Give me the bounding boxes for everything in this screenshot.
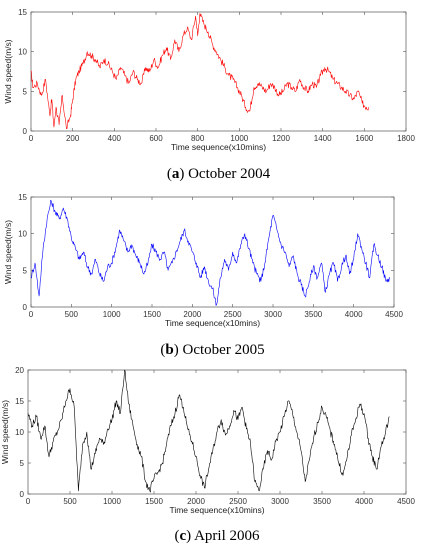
- y-tick-label: 15: [18, 193, 27, 202]
- x-tick-label: 1200: [272, 134, 290, 143]
- x-tick-label: 3500: [313, 497, 331, 506]
- y-tick-label: 20: [15, 366, 24, 375]
- x-tick-label: 1800: [397, 134, 415, 143]
- caption-part: ) October 2004: [179, 166, 270, 182]
- caption-part: a: [172, 166, 180, 182]
- x-tick-label: 2000: [187, 497, 205, 506]
- chart-panel-c: 0 500 1000 1500 2000 2500 3000 3500 4000 4500 0 5 10…: [0, 366, 415, 544]
- y-tick-label: 5: [20, 459, 25, 468]
- x-tick-label: 3500: [304, 310, 322, 319]
- caption-part: (: [174, 528, 179, 544]
- x-tick-label: 2500: [224, 310, 242, 319]
- y-axis-label: Wind speed(m/s): [0, 400, 10, 464]
- x-tick-label: 0: [29, 134, 34, 143]
- series-line: [30, 199, 390, 306]
- x-tick-label: 0: [29, 310, 34, 319]
- x-tick-label: 500: [63, 497, 77, 506]
- caption-part: (: [167, 166, 172, 182]
- x-tick-label: 1500: [143, 310, 161, 319]
- caption-part: b: [165, 342, 173, 358]
- x-tick-label: 3000: [271, 497, 289, 506]
- x-tick-label: 1000: [230, 134, 248, 143]
- plot-area-frame: [30, 11, 407, 132]
- y-tick-label: 15: [15, 397, 24, 406]
- chart-panel-b: 0 500 1000 1500 2000 2500 3000 3500 4000 4500 0 5 10…: [3, 193, 403, 358]
- x-axis-label: Time sequence(x10mins): [169, 505, 264, 515]
- panel-caption: (c) April 2006: [174, 528, 260, 544]
- x-tick-label: 4500: [397, 497, 415, 506]
- x-tick-label: 4500: [385, 310, 403, 319]
- chart-panel-a: 0 200 400 600 800 1000 1200 1400 1600 1800 0 5 10 15 T…: [3, 8, 415, 182]
- x-tick-label: 1400: [314, 134, 332, 143]
- y-tick-label: 0: [23, 127, 28, 136]
- x-tick-label: 1000: [103, 310, 121, 319]
- panel-caption: (a) October 2004: [167, 166, 271, 182]
- y-tick-label: 10: [18, 230, 27, 239]
- caption-part: (: [160, 342, 165, 358]
- series-line: [30, 13, 369, 129]
- x-axis-label: Time sequence(x10mins): [165, 318, 260, 328]
- y-tick-label: 15: [18, 8, 27, 17]
- x-tick-label: 400: [108, 134, 122, 143]
- y-tick-label: 10: [15, 428, 24, 437]
- plot-area-frame: [30, 196, 395, 308]
- x-tick-label: 4000: [345, 310, 363, 319]
- series-line: [27, 369, 390, 493]
- x-tick-label: 3000: [264, 310, 282, 319]
- x-tick-label: 500: [65, 310, 79, 319]
- y-tick-label: 5: [23, 266, 28, 275]
- caption-part: ) October 2005: [174, 342, 265, 358]
- panel-caption: (b) October 2005: [160, 342, 264, 358]
- x-tick-label: 4000: [355, 497, 373, 506]
- y-axis-label: Wind speed(m/s): [3, 220, 13, 284]
- y-tick-label: 10: [18, 48, 27, 57]
- y-tick-label: 0: [23, 303, 28, 312]
- x-tick-label: 600: [149, 134, 163, 143]
- y-tick-label: 5: [23, 87, 28, 96]
- caption-part: ) April 2006: [186, 528, 260, 544]
- x-tick-label: 1600: [355, 134, 373, 143]
- x-tick-label: 0: [26, 497, 31, 506]
- caption-part: c: [179, 528, 186, 544]
- y-tick-label: 0: [20, 490, 25, 499]
- x-tick-label: 2500: [229, 497, 247, 506]
- x-tick-label: 2000: [183, 310, 201, 319]
- x-tick-label: 200: [66, 134, 80, 143]
- x-tick-label: 800: [191, 134, 205, 143]
- x-axis-label: Time sequence(x10mins): [171, 142, 266, 152]
- x-tick-label: 1000: [103, 497, 121, 506]
- x-tick-label: 1500: [145, 497, 163, 506]
- y-axis-label: Wind speed(m/s): [3, 39, 13, 103]
